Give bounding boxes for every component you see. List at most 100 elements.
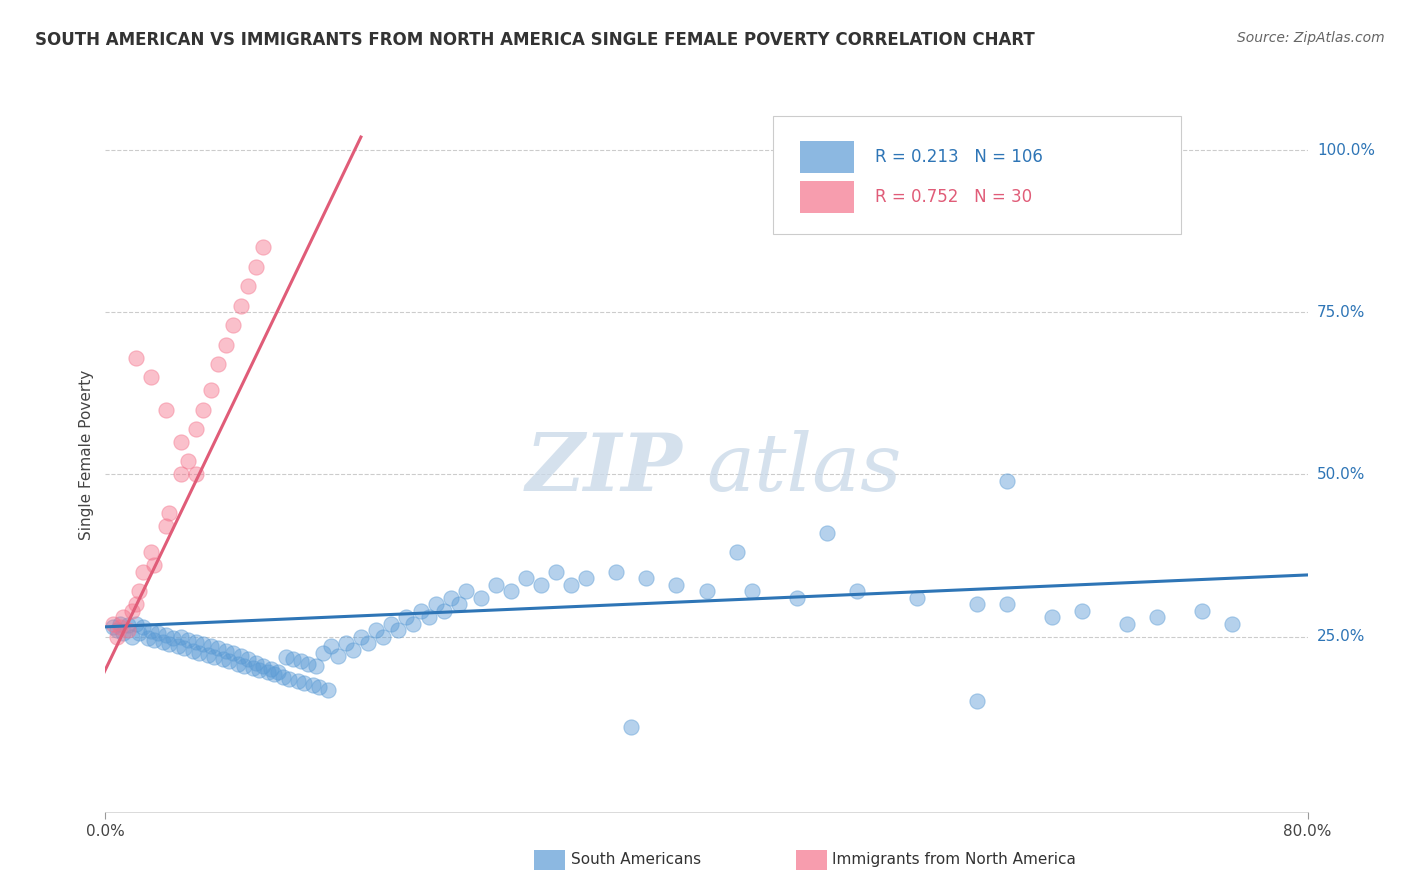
Point: [155, 402, 177, 417]
Point: [155, 519, 177, 533]
Point: [121, 630, 143, 644]
Point: [312, 646, 335, 660]
Point: [247, 663, 270, 677]
Point: [308, 680, 330, 694]
Text: R = 0.752   N = 30: R = 0.752 N = 30: [875, 187, 1032, 205]
Point: [197, 648, 219, 662]
Point: [432, 604, 454, 618]
Point: [274, 650, 297, 665]
Point: [636, 571, 658, 585]
Point: [256, 665, 278, 680]
Point: [107, 630, 129, 644]
Point: [107, 623, 129, 637]
Point: [132, 565, 155, 579]
Point: [214, 337, 236, 351]
Point: [173, 641, 195, 656]
Point: [136, 631, 159, 645]
Point: [501, 584, 523, 599]
Point: [267, 665, 290, 680]
Point: [605, 565, 627, 579]
Point: [101, 616, 124, 631]
Point: [238, 652, 260, 666]
Point: [146, 626, 169, 640]
Point: [229, 648, 252, 663]
Point: [316, 682, 339, 697]
Point: [357, 636, 380, 650]
Point: [1071, 604, 1094, 618]
Point: [287, 673, 309, 688]
Point: [157, 637, 180, 651]
Point: [222, 318, 245, 333]
Point: [515, 571, 537, 585]
Point: [292, 676, 315, 690]
Point: [905, 591, 928, 605]
Point: [207, 357, 229, 371]
Point: [290, 654, 312, 668]
Bar: [800, 141, 855, 173]
Point: [696, 584, 718, 599]
Point: [786, 591, 808, 605]
Point: [229, 299, 252, 313]
Point: [283, 652, 305, 666]
Point: [395, 610, 418, 624]
Point: [440, 591, 463, 605]
Point: [380, 616, 402, 631]
Text: South Americans: South Americans: [571, 853, 702, 867]
Point: [741, 584, 763, 599]
Point: [166, 640, 188, 654]
Point: [966, 597, 988, 611]
Point: [128, 584, 150, 599]
Point: [184, 467, 207, 482]
Text: R = 0.213   N = 106: R = 0.213 N = 106: [875, 148, 1043, 166]
Point: [112, 610, 135, 624]
Point: [157, 506, 180, 520]
Point: [200, 640, 222, 654]
Point: [301, 678, 323, 692]
Point: [418, 610, 440, 624]
Point: [184, 422, 207, 436]
Point: [263, 667, 285, 681]
Point: [226, 657, 249, 671]
Text: 100.0%: 100.0%: [1317, 143, 1375, 158]
Text: 50.0%: 50.0%: [1317, 467, 1365, 482]
Bar: [800, 180, 855, 212]
Point: [121, 604, 143, 618]
Point: [815, 525, 838, 540]
Point: [128, 626, 150, 640]
Point: [117, 623, 139, 637]
Point: [342, 642, 364, 657]
Point: [1116, 616, 1139, 631]
Point: [245, 260, 267, 274]
Point: [124, 351, 146, 365]
Point: [665, 577, 688, 591]
Point: [110, 620, 132, 634]
Point: [409, 604, 432, 618]
Point: [218, 654, 240, 668]
Point: [966, 694, 988, 708]
Point: [546, 565, 568, 579]
Point: [155, 628, 177, 642]
Y-axis label: Single Female Poverty: Single Female Poverty: [79, 370, 94, 540]
Point: [297, 657, 319, 671]
Point: [335, 636, 357, 650]
Text: Source: ZipAtlas.com: Source: ZipAtlas.com: [1237, 31, 1385, 45]
Text: ZIP: ZIP: [526, 431, 682, 508]
Point: [1191, 604, 1213, 618]
Point: [177, 454, 200, 468]
FancyBboxPatch shape: [773, 116, 1181, 234]
Point: [454, 584, 477, 599]
Point: [124, 597, 146, 611]
Point: [305, 658, 328, 673]
Point: [101, 620, 124, 634]
Point: [425, 597, 447, 611]
Point: [271, 670, 294, 684]
Point: [447, 597, 470, 611]
Point: [207, 641, 229, 656]
Point: [245, 656, 267, 670]
Point: [117, 618, 139, 632]
Point: [575, 571, 598, 585]
Point: [260, 662, 283, 676]
Text: 25.0%: 25.0%: [1317, 629, 1365, 644]
Point: [995, 474, 1018, 488]
Point: [845, 584, 868, 599]
